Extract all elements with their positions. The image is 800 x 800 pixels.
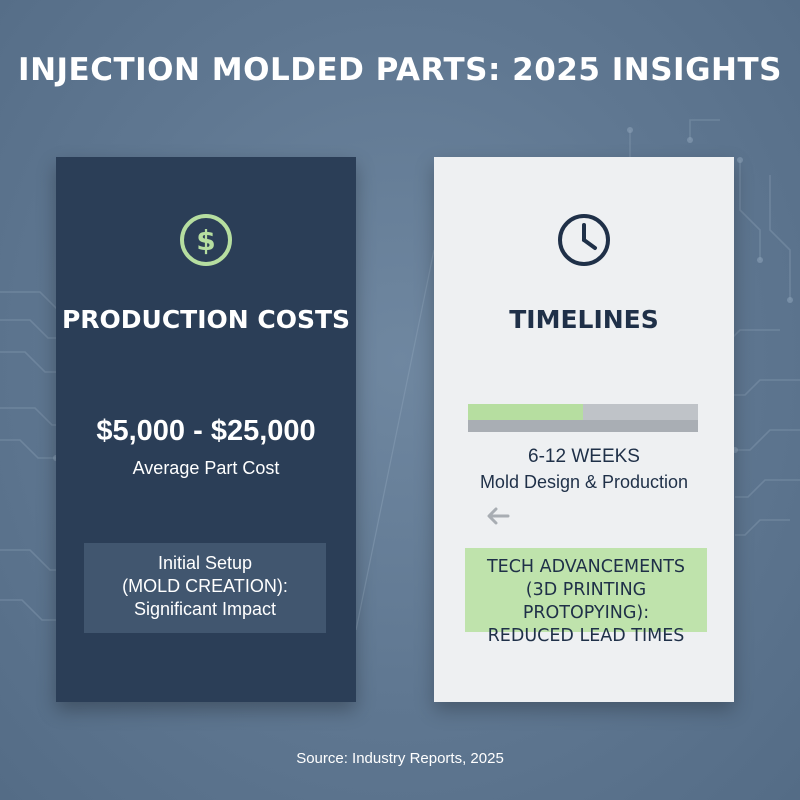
note-line: Initial Setup: [157, 553, 253, 573]
svg-text:$: $: [196, 224, 215, 257]
timeline-duration-label: Mold Design & Production: [479, 472, 689, 492]
timeline-progress-bar: [468, 404, 698, 432]
note-line: Significant Impact: [133, 599, 277, 619]
arrow-left-icon: [487, 507, 510, 525]
initial-setup-note: Initial Setup (MOLD CREATION): Significa…: [84, 543, 326, 633]
dollar-icon: $: [56, 212, 356, 270]
highlight-line: REDUCED LEAD TIMES: [487, 626, 685, 646]
tech-advancements-note: TECH ADVANCEMENTS (3D PRINTING PROTOPYIN…: [465, 548, 707, 646]
note-line: (MOLD CREATION):: [122, 576, 288, 596]
page-title: INJECTION MOLDED PARTS: 2025 INSIGHTS: [18, 52, 782, 88]
cost-range-value: $5,000 - $25,000: [96, 415, 316, 447]
timelines-card: TIMELINES 6-12 WEEKS Mold Design & Produ…: [434, 157, 734, 702]
timelines-heading: TIMELINES: [509, 305, 659, 334]
highlight-line: TECH ADVANCEMENTS: [486, 557, 686, 577]
production-costs-card: $ PRODUCTION COSTS $5,000 - $25,000 Aver…: [56, 157, 356, 702]
timeline-progress-fill: [468, 404, 583, 420]
highlight-line: (3D PRINTING PROTOPYING):: [522, 580, 650, 623]
clock-icon: [434, 212, 734, 270]
timeline-duration: 6-12 WEEKS: [528, 446, 640, 467]
cost-range-label: Average Part Cost: [132, 458, 280, 478]
production-costs-heading: PRODUCTION COSTS: [61, 305, 351, 334]
source-note: Source: Industry Reports, 2025: [296, 750, 504, 767]
